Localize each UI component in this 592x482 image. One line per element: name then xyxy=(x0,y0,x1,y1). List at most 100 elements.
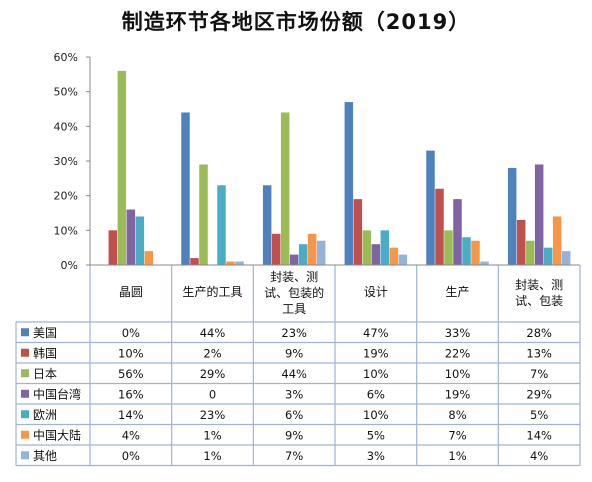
legend-label: 中国台湾 xyxy=(33,386,81,401)
bar xyxy=(144,251,154,265)
bar xyxy=(471,240,480,265)
y-tick-label: 10% xyxy=(54,224,78,237)
y-tick-label: 50% xyxy=(54,86,78,99)
bar xyxy=(398,254,408,265)
bar xyxy=(543,247,553,265)
data-label: 3% xyxy=(367,449,385,463)
bar xyxy=(226,261,235,265)
bar xyxy=(389,247,399,265)
data-label: 6% xyxy=(285,408,303,422)
bar xyxy=(181,112,190,265)
data-label: 9% xyxy=(285,346,303,360)
data-label: 29% xyxy=(526,387,552,401)
bar xyxy=(108,230,118,265)
bar xyxy=(362,230,372,265)
data-label: 13% xyxy=(526,346,552,360)
bar xyxy=(380,230,390,265)
x-category-label: 工具 xyxy=(282,302,306,316)
data-label: 56% xyxy=(118,367,144,381)
data-label: 2% xyxy=(203,346,221,360)
bar xyxy=(353,199,363,265)
x-category-label: 封装、测 xyxy=(515,278,563,292)
bar xyxy=(480,261,489,265)
bar xyxy=(271,233,281,265)
data-label: 6% xyxy=(367,387,385,401)
y-tick-label: 20% xyxy=(54,190,78,203)
data-label: 28% xyxy=(526,326,552,340)
data-label: 1% xyxy=(448,449,466,463)
data-label: 44% xyxy=(281,367,307,381)
data-label: 14% xyxy=(118,408,144,422)
legend-swatch xyxy=(21,348,29,357)
data-label: 5% xyxy=(530,408,548,422)
data-label: 10% xyxy=(118,346,144,360)
data-label: 23% xyxy=(200,408,226,422)
bar xyxy=(426,150,435,265)
bar xyxy=(525,240,535,265)
data-label: 9% xyxy=(285,428,303,442)
data-label: 4% xyxy=(122,428,140,442)
x-category-label: 生产的工具 xyxy=(182,284,242,299)
x-category-label: 试、包装的 xyxy=(264,285,324,300)
bar xyxy=(280,112,290,265)
data-label: 29% xyxy=(200,367,226,381)
bar xyxy=(262,185,272,265)
bar xyxy=(126,209,136,265)
bar xyxy=(371,244,381,265)
y-tick-label: 0% xyxy=(61,259,78,272)
data-label: 7% xyxy=(448,428,466,442)
bar xyxy=(534,164,544,265)
y-tick-label: 60% xyxy=(54,51,78,64)
y-tick-label: 30% xyxy=(54,155,78,168)
bar xyxy=(316,240,326,265)
data-label: 4% xyxy=(530,449,548,463)
legend-label: 其他 xyxy=(33,449,57,463)
data-label: 47% xyxy=(363,326,389,340)
bar xyxy=(462,237,471,265)
data-label: 44% xyxy=(200,326,226,340)
data-label: 8% xyxy=(448,408,466,422)
bar xyxy=(298,244,308,265)
legend-label: 欧洲 xyxy=(33,408,57,422)
bar xyxy=(344,102,354,265)
bar xyxy=(435,188,444,265)
x-category-label: 设计 xyxy=(364,285,388,299)
x-category-label: 生产 xyxy=(445,285,469,299)
bar xyxy=(453,199,462,265)
legend-swatch xyxy=(21,328,29,337)
data-label: 10% xyxy=(445,367,471,381)
bar xyxy=(235,261,244,265)
data-label: 0 xyxy=(209,387,216,401)
data-label: 10% xyxy=(363,367,389,381)
legend-swatch xyxy=(21,389,29,398)
legend-label: 中国大陆 xyxy=(33,427,81,442)
x-category-label: 试、包装 xyxy=(515,293,563,308)
bar xyxy=(190,258,199,265)
y-tick-label: 40% xyxy=(54,120,78,133)
data-label: 5% xyxy=(367,428,385,442)
legend-swatch xyxy=(21,430,29,439)
data-label: 14% xyxy=(526,428,552,442)
data-label: 0% xyxy=(122,326,140,340)
legend-label: 美国 xyxy=(33,326,57,340)
data-label: 1% xyxy=(203,428,221,442)
bar xyxy=(307,233,317,265)
bar xyxy=(552,216,562,265)
data-label: 23% xyxy=(281,326,307,340)
data-label: 16% xyxy=(118,387,144,401)
bar xyxy=(217,185,226,265)
legend-swatch xyxy=(21,410,29,419)
data-label: 7% xyxy=(285,449,303,463)
data-label: 19% xyxy=(445,387,471,401)
data-label: 3% xyxy=(285,387,303,401)
data-label: 7% xyxy=(530,367,548,381)
bar xyxy=(444,230,453,265)
data-label: 33% xyxy=(445,326,471,340)
data-label: 22% xyxy=(445,346,471,360)
legend-swatch xyxy=(21,369,29,378)
data-label: 19% xyxy=(363,346,389,360)
data-label: 10% xyxy=(363,408,389,422)
bar xyxy=(561,251,571,265)
legend-swatch xyxy=(21,451,29,460)
